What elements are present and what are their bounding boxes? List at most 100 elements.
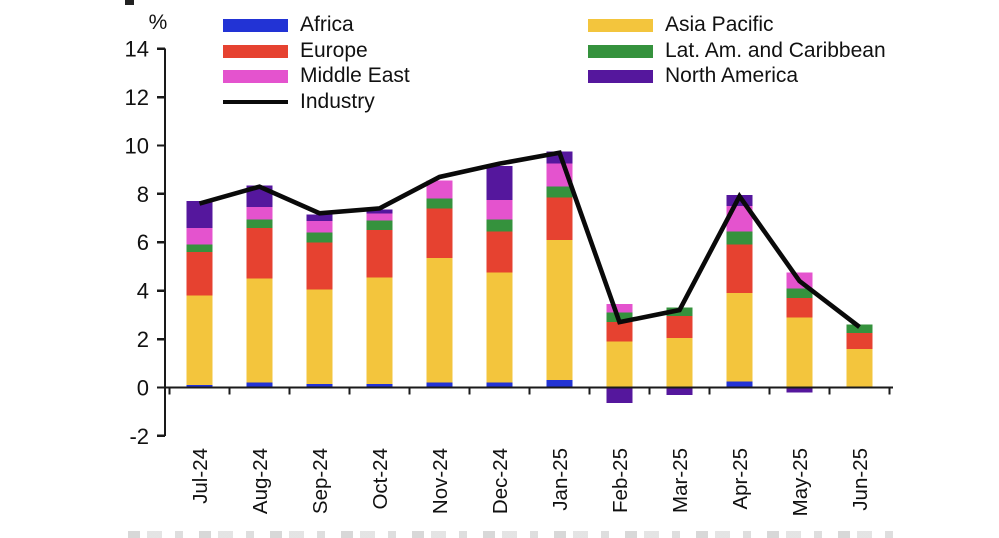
legend-item-lat-am: Lat. Am. and Caribbean <box>588 38 886 64</box>
legend-label: Asia Pacific <box>665 13 774 36</box>
bar-segment <box>366 209 393 214</box>
bar-segment <box>306 214 333 222</box>
bar-segment <box>846 348 873 388</box>
legend-item-africa: Africa <box>223 12 354 38</box>
bar-segment <box>486 382 513 388</box>
bar-segment <box>186 227 213 245</box>
bar-segment <box>426 258 453 383</box>
bar-segment <box>186 385 213 388</box>
bar-segment <box>486 199 513 220</box>
bar-segment <box>366 277 393 384</box>
cropped-footnote-text <box>128 531 900 538</box>
y-tick-label: -2 <box>129 424 149 449</box>
y-tick-label: 6 <box>137 230 149 255</box>
x-tick-label: Apr-25 <box>729 448 752 510</box>
legend-item-industry: Industry <box>223 89 375 115</box>
industry-line <box>198 150 861 329</box>
bar-segment <box>426 198 453 209</box>
bar-segment <box>186 201 213 228</box>
bar-segment <box>486 272 513 383</box>
bar-segment <box>546 239 573 381</box>
bar-segment <box>606 304 633 313</box>
legend-item-europe: Europe <box>223 38 368 64</box>
legend-label: Industry <box>300 90 375 113</box>
bar-segment <box>246 219 273 228</box>
x-tick-label: Dec-24 <box>489 448 512 514</box>
bar-segment <box>366 220 393 231</box>
x-tick-label: Aug-24 <box>249 448 272 514</box>
legend-item-asia-pacific: Asia Pacific <box>588 12 774 38</box>
x-tick-label: Jun-25 <box>849 448 872 511</box>
bar-segment <box>726 293 753 382</box>
bar-segment <box>786 387 813 393</box>
bar-segment <box>306 289 333 384</box>
bar-segment <box>366 383 393 388</box>
x-tick-label: Sep-24 <box>309 448 332 514</box>
bar-segment <box>546 197 573 240</box>
legend-label: Lat. Am. and Caribbean <box>665 39 886 62</box>
y-tick-label: 4 <box>137 279 149 304</box>
bar-segment <box>726 231 753 245</box>
bar-segment <box>486 219 513 232</box>
x-tick-label: Oct-24 <box>369 448 392 510</box>
y-tick-label: 10 <box>125 133 149 158</box>
x-tick-label: Mar-25 <box>669 448 692 513</box>
industry-legend-line <box>223 100 288 104</box>
bar-segment <box>426 208 453 259</box>
bar-segment <box>366 230 393 278</box>
bar-segment <box>846 324 873 334</box>
europe-legend-swatch <box>223 44 288 58</box>
bar-segment <box>726 244 753 294</box>
bar-segment <box>246 382 273 388</box>
x-tick-label: May-25 <box>789 448 812 516</box>
x-tick-labels: Jul-24 Aug-24 Sep-24 Oct-24 Nov-24 Dec-24 Jan-… <box>189 448 872 516</box>
bar-segment <box>786 288 813 298</box>
cropped-top-mark <box>125 0 134 5</box>
bar-segment <box>786 297 813 318</box>
bar-segment <box>606 322 633 342</box>
bar-segment <box>426 382 453 388</box>
y-tick-label: 8 <box>137 182 149 207</box>
bar-segment <box>666 316 693 338</box>
x-tick-label: Nov-24 <box>429 448 452 514</box>
legend-label: North America <box>665 64 799 87</box>
bar-segment <box>666 387 693 395</box>
y-axis-unit-label: % <box>149 11 168 34</box>
bar-segment <box>306 383 333 388</box>
bar-segment <box>306 221 333 233</box>
north-america-legend-swatch <box>588 69 653 83</box>
bar-segment <box>306 242 333 290</box>
bar-segment <box>186 251 213 296</box>
y-tick-label: 0 <box>137 375 149 400</box>
bar-segment <box>246 227 273 279</box>
bar-segment <box>666 337 693 388</box>
africa-legend-swatch <box>223 18 288 32</box>
bar-segment <box>546 380 573 388</box>
lat-am-legend-swatch <box>588 44 653 58</box>
bar-segment <box>246 207 273 220</box>
legend-item-north-america: North America <box>588 63 798 89</box>
bar-segment <box>546 186 573 198</box>
legend-label: Europe <box>300 39 368 62</box>
x-tick-label: Feb-25 <box>609 448 632 513</box>
bar-segment <box>246 278 273 383</box>
axes-group <box>157 47 893 438</box>
y-tick-label: 14 <box>125 37 149 62</box>
middle-east-legend-swatch <box>223 69 288 83</box>
x-tick-label: Jan-25 <box>549 448 572 511</box>
bar-segment <box>606 387 633 404</box>
bar-segment <box>426 180 453 199</box>
legend-item-middle-east: Middle East <box>223 63 410 89</box>
bar-segment <box>846 333 873 349</box>
bar-segment <box>726 381 753 388</box>
legend-label: Africa <box>300 13 354 36</box>
legend-label: Middle East <box>300 64 410 87</box>
y-tick-labels: -2 0 2 4 6 8 10 12 14 <box>125 37 149 449</box>
bar-segment <box>186 244 213 252</box>
bar-segment <box>486 166 513 200</box>
bar-segment <box>606 341 633 388</box>
bar-segment <box>786 317 813 388</box>
bar-segment <box>186 295 213 386</box>
